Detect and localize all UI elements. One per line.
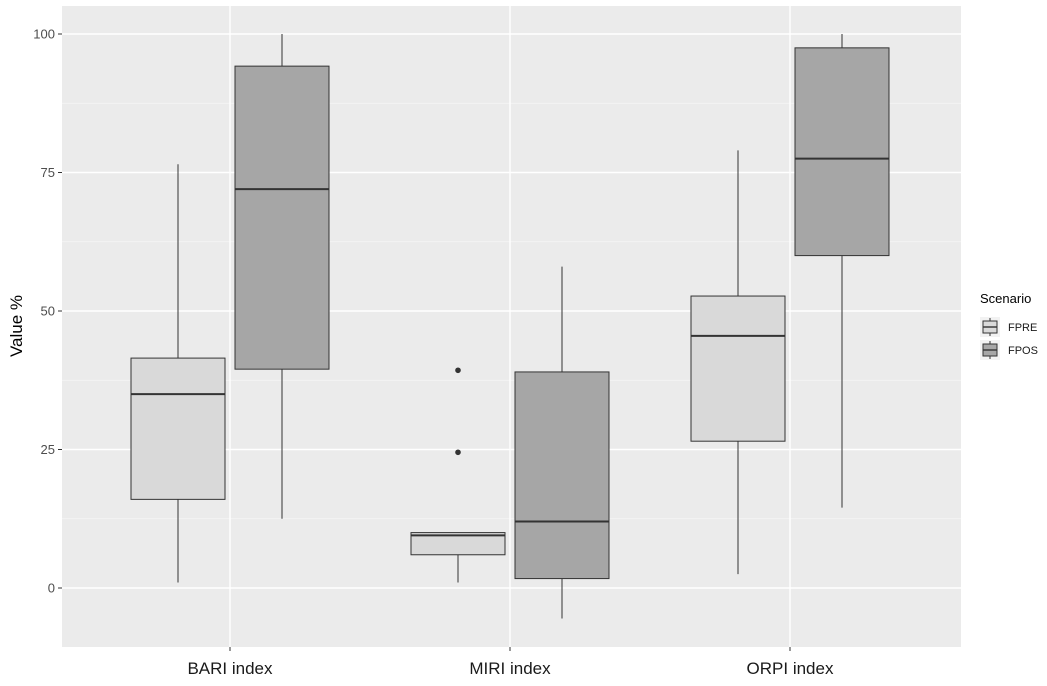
box-iqr — [514, 371, 610, 580]
box-fpre-2 — [690, 150, 786, 575]
legend-key-fpos — [980, 340, 1000, 360]
legend-label: FPRE — [1008, 322, 1037, 334]
x-axis-ticks: BARI index MIRI index ORPI index — [187, 647, 834, 678]
outlier-point — [455, 367, 461, 374]
box-iqr — [130, 357, 226, 500]
box-fpos-2 — [794, 34, 890, 508]
y-tick-label: 25 — [41, 442, 55, 457]
y-tick-label: 100 — [33, 27, 55, 42]
box-fpre-0 — [130, 164, 226, 583]
y-axis-ticks: 0 25 50 75 100 — [33, 27, 62, 596]
y-tick-label: 0 — [48, 581, 55, 596]
box-fpos-0 — [234, 34, 330, 519]
x-tick-label: BARI index — [187, 659, 273, 678]
major-gridlines — [62, 6, 961, 647]
box-fpre-1 — [410, 367, 506, 583]
x-tick-label: ORPI index — [747, 659, 834, 678]
box-iqr — [794, 47, 890, 257]
legend-key-fpre — [980, 317, 1000, 337]
legend-label: FPOS — [1008, 345, 1038, 357]
y-tick-label: 75 — [41, 165, 55, 180]
box-iqr — [234, 65, 330, 370]
x-tick-label: MIRI index — [469, 659, 551, 678]
outlier-point — [455, 449, 461, 456]
box-iqr — [410, 532, 506, 556]
y-axis-title: Value % — [7, 295, 26, 357]
legend: Scenario FPRE FPOS — [980, 291, 1038, 360]
y-tick-label: 50 — [41, 304, 55, 319]
legend-title: Scenario — [980, 291, 1031, 306]
boxes-layer — [130, 34, 890, 619]
box-fpos-1 — [514, 266, 610, 619]
box-iqr — [690, 295, 786, 442]
